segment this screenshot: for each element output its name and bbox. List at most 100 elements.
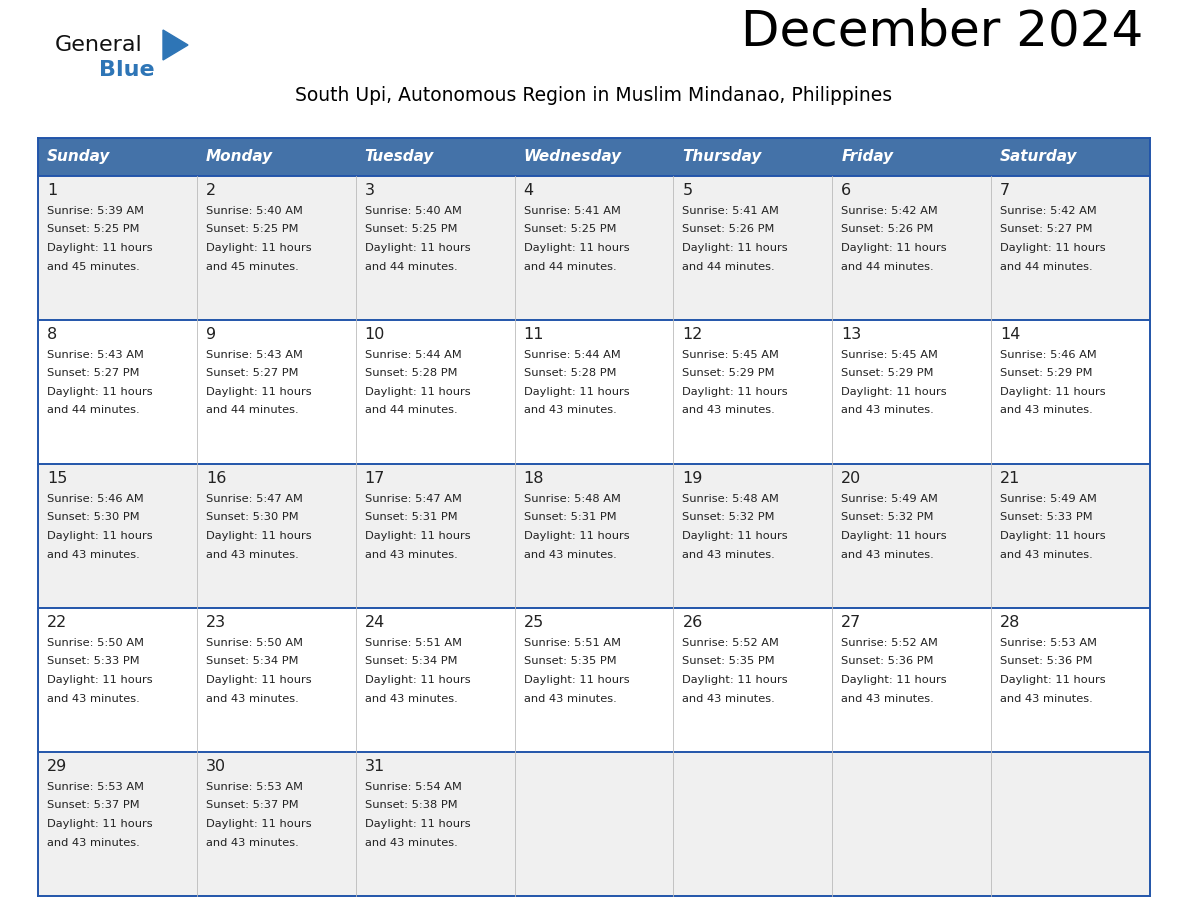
Text: Sunrise: 5:40 AM: Sunrise: 5:40 AM bbox=[206, 206, 303, 216]
Text: Daylight: 11 hours: Daylight: 11 hours bbox=[841, 531, 947, 541]
Text: Sunrise: 5:41 AM: Sunrise: 5:41 AM bbox=[524, 206, 620, 216]
Text: and 44 minutes.: and 44 minutes. bbox=[206, 406, 298, 416]
Text: Daylight: 11 hours: Daylight: 11 hours bbox=[682, 531, 788, 541]
Text: Sunset: 5:34 PM: Sunset: 5:34 PM bbox=[365, 656, 457, 666]
Text: and 43 minutes.: and 43 minutes. bbox=[524, 693, 617, 703]
Text: 6: 6 bbox=[841, 183, 852, 198]
Text: Daylight: 11 hours: Daylight: 11 hours bbox=[524, 243, 630, 253]
Bar bbox=[674, 464, 833, 608]
Bar bbox=[355, 752, 514, 896]
Bar bbox=[38, 608, 197, 752]
Text: Blue: Blue bbox=[99, 60, 154, 80]
Text: 20: 20 bbox=[841, 471, 861, 486]
Text: Sunrise: 5:47 AM: Sunrise: 5:47 AM bbox=[365, 494, 462, 504]
Bar bbox=[514, 320, 674, 464]
Text: Sunrise: 5:46 AM: Sunrise: 5:46 AM bbox=[1000, 350, 1097, 360]
Text: and 43 minutes.: and 43 minutes. bbox=[682, 550, 776, 559]
Text: Saturday: Saturday bbox=[1000, 150, 1078, 164]
Text: Sunrise: 5:51 AM: Sunrise: 5:51 AM bbox=[524, 638, 620, 648]
Text: Thursday: Thursday bbox=[682, 150, 762, 164]
Bar bbox=[674, 138, 833, 176]
Text: Sunset: 5:29 PM: Sunset: 5:29 PM bbox=[1000, 368, 1093, 378]
Text: 2: 2 bbox=[206, 183, 216, 198]
Bar bbox=[355, 138, 514, 176]
Text: Daylight: 11 hours: Daylight: 11 hours bbox=[365, 387, 470, 397]
Text: Sunset: 5:26 PM: Sunset: 5:26 PM bbox=[841, 225, 934, 234]
Text: and 43 minutes.: and 43 minutes. bbox=[48, 837, 140, 847]
Text: 15: 15 bbox=[48, 471, 68, 486]
Text: 5: 5 bbox=[682, 183, 693, 198]
Text: Daylight: 11 hours: Daylight: 11 hours bbox=[206, 675, 311, 685]
Text: and 45 minutes.: and 45 minutes. bbox=[48, 262, 140, 272]
Bar bbox=[355, 464, 514, 608]
Text: Daylight: 11 hours: Daylight: 11 hours bbox=[365, 819, 470, 829]
Bar bbox=[197, 138, 355, 176]
Text: 27: 27 bbox=[841, 615, 861, 630]
Text: and 44 minutes.: and 44 minutes. bbox=[365, 406, 457, 416]
Text: Sunrise: 5:42 AM: Sunrise: 5:42 AM bbox=[841, 206, 939, 216]
Text: Sunset: 5:29 PM: Sunset: 5:29 PM bbox=[841, 368, 934, 378]
Text: 7: 7 bbox=[1000, 183, 1010, 198]
Text: 26: 26 bbox=[682, 615, 702, 630]
Text: Daylight: 11 hours: Daylight: 11 hours bbox=[1000, 531, 1106, 541]
Text: Sunset: 5:30 PM: Sunset: 5:30 PM bbox=[48, 512, 140, 522]
Bar bbox=[197, 320, 355, 464]
Text: Daylight: 11 hours: Daylight: 11 hours bbox=[682, 243, 788, 253]
Text: Sunrise: 5:46 AM: Sunrise: 5:46 AM bbox=[48, 494, 144, 504]
Text: Sunset: 5:32 PM: Sunset: 5:32 PM bbox=[682, 512, 775, 522]
Bar bbox=[197, 464, 355, 608]
Text: 22: 22 bbox=[48, 615, 68, 630]
Text: and 44 minutes.: and 44 minutes. bbox=[1000, 262, 1093, 272]
Text: Sunrise: 5:53 AM: Sunrise: 5:53 AM bbox=[1000, 638, 1098, 648]
Bar bbox=[991, 176, 1150, 320]
Text: Daylight: 11 hours: Daylight: 11 hours bbox=[841, 243, 947, 253]
Text: Sunset: 5:38 PM: Sunset: 5:38 PM bbox=[365, 800, 457, 811]
Bar bbox=[38, 320, 197, 464]
Text: Sunset: 5:36 PM: Sunset: 5:36 PM bbox=[1000, 656, 1093, 666]
Text: and 43 minutes.: and 43 minutes. bbox=[365, 550, 457, 559]
Text: Sunset: 5:29 PM: Sunset: 5:29 PM bbox=[682, 368, 775, 378]
Text: Sunset: 5:28 PM: Sunset: 5:28 PM bbox=[365, 368, 457, 378]
Text: and 43 minutes.: and 43 minutes. bbox=[1000, 406, 1093, 416]
Text: Daylight: 11 hours: Daylight: 11 hours bbox=[365, 243, 470, 253]
Bar bbox=[38, 176, 197, 320]
Text: Sunset: 5:31 PM: Sunset: 5:31 PM bbox=[524, 512, 617, 522]
Bar bbox=[355, 608, 514, 752]
Text: Tuesday: Tuesday bbox=[365, 150, 434, 164]
Text: Sunrise: 5:54 AM: Sunrise: 5:54 AM bbox=[365, 782, 462, 792]
Text: and 43 minutes.: and 43 minutes. bbox=[365, 693, 457, 703]
Text: Daylight: 11 hours: Daylight: 11 hours bbox=[48, 243, 152, 253]
Text: Sunset: 5:26 PM: Sunset: 5:26 PM bbox=[682, 225, 775, 234]
Text: Daylight: 11 hours: Daylight: 11 hours bbox=[524, 531, 630, 541]
Bar bbox=[38, 752, 197, 896]
Text: Sunrise: 5:48 AM: Sunrise: 5:48 AM bbox=[682, 494, 779, 504]
Polygon shape bbox=[163, 30, 188, 60]
Text: and 44 minutes.: and 44 minutes. bbox=[48, 406, 140, 416]
Text: and 43 minutes.: and 43 minutes. bbox=[524, 550, 617, 559]
Text: 1: 1 bbox=[48, 183, 57, 198]
Bar bbox=[514, 176, 674, 320]
Text: and 43 minutes.: and 43 minutes. bbox=[1000, 693, 1093, 703]
Text: Sunset: 5:35 PM: Sunset: 5:35 PM bbox=[682, 656, 775, 666]
Text: Sunset: 5:35 PM: Sunset: 5:35 PM bbox=[524, 656, 617, 666]
Text: Daylight: 11 hours: Daylight: 11 hours bbox=[48, 819, 152, 829]
Text: Sunset: 5:25 PM: Sunset: 5:25 PM bbox=[48, 225, 139, 234]
Text: Daylight: 11 hours: Daylight: 11 hours bbox=[524, 675, 630, 685]
Text: and 43 minutes.: and 43 minutes. bbox=[365, 837, 457, 847]
Bar bbox=[991, 752, 1150, 896]
Bar bbox=[514, 608, 674, 752]
Text: Sunset: 5:33 PM: Sunset: 5:33 PM bbox=[1000, 512, 1093, 522]
Bar bbox=[355, 176, 514, 320]
Text: General: General bbox=[55, 35, 143, 55]
Text: Monday: Monday bbox=[206, 150, 273, 164]
Text: Daylight: 11 hours: Daylight: 11 hours bbox=[841, 387, 947, 397]
Text: Daylight: 11 hours: Daylight: 11 hours bbox=[1000, 243, 1106, 253]
Text: Sunrise: 5:39 AM: Sunrise: 5:39 AM bbox=[48, 206, 144, 216]
Bar bbox=[833, 464, 991, 608]
Text: Sunrise: 5:44 AM: Sunrise: 5:44 AM bbox=[365, 350, 461, 360]
Text: 3: 3 bbox=[365, 183, 374, 198]
Text: and 45 minutes.: and 45 minutes. bbox=[206, 262, 298, 272]
Text: 9: 9 bbox=[206, 327, 216, 342]
Text: Sunday: Sunday bbox=[48, 150, 110, 164]
Text: and 43 minutes.: and 43 minutes. bbox=[682, 406, 776, 416]
